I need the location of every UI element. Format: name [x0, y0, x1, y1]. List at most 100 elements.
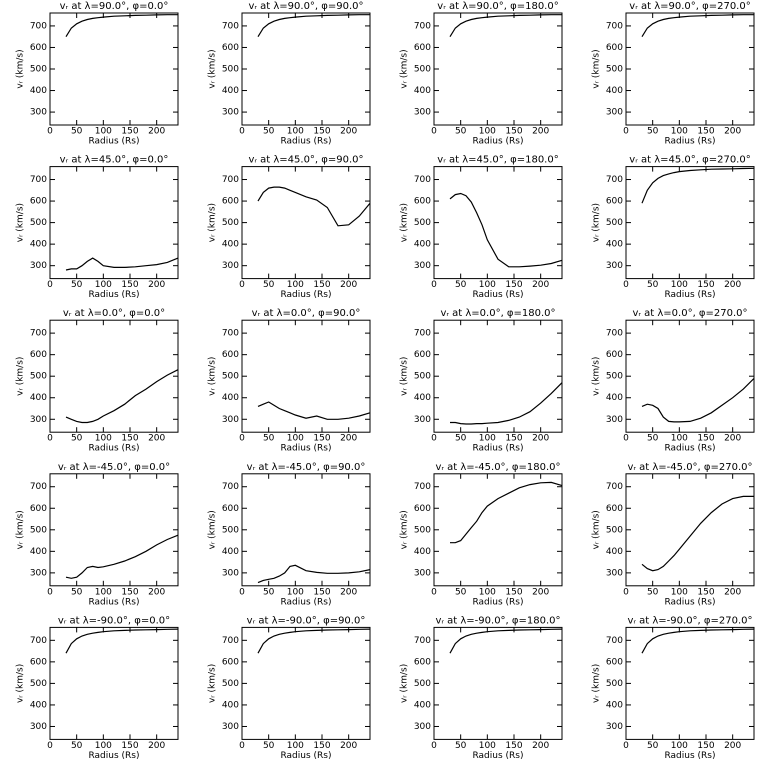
x-tick-label: 150: [697, 434, 714, 444]
x-tick-label: 200: [340, 741, 357, 751]
y-axis-label: vᵣ (km/s): [208, 510, 218, 549]
x-tick-label: 100: [287, 127, 304, 137]
y-tick-label: 600: [30, 43, 47, 53]
panel-title: vᵣ at λ=45.0°, φ=180.0°: [437, 155, 558, 166]
panel-title: vᵣ at λ=0.0°, φ=90.0°: [252, 308, 361, 319]
data-line: [65, 534, 179, 579]
x-tick-label: 150: [505, 587, 522, 597]
x-tick-label: 100: [287, 587, 304, 597]
x-tick-label: 200: [724, 587, 741, 597]
plot-frame: [49, 166, 179, 280]
data-line: [641, 14, 754, 38]
x-tick-label: 0: [623, 280, 629, 290]
data-line: [65, 14, 178, 38]
data-line: [257, 14, 370, 38]
x-tick-label: 50: [263, 280, 275, 290]
x-tick-label: 0: [47, 127, 53, 137]
x-tick-label: 150: [121, 587, 138, 597]
panel-title: vᵣ at λ=-90.0°, φ=180.0°: [435, 615, 560, 626]
x-axis-label: Radius (Rs): [88, 597, 139, 607]
x-tick-label: 0: [239, 280, 245, 290]
x-tick-label: 0: [623, 127, 629, 137]
plot-frame: [433, 473, 563, 587]
panel-title: vᵣ at λ=0.0°, φ=270.0°: [632, 308, 747, 319]
y-tick-label: 300: [414, 568, 431, 578]
y-tick-label: 600: [30, 504, 47, 514]
x-tick-label: 0: [47, 741, 53, 751]
x-tick-label: 50: [647, 434, 659, 444]
x-tick-label: 100: [95, 741, 112, 751]
y-tick-label: 700: [30, 482, 47, 492]
y-tick-label: 400: [222, 393, 239, 403]
panel: vᵣ at λ=-90.0°, φ=270.0° Radius (Rs) vᵣ (k…: [592, 615, 755, 761]
data-line: [450, 481, 563, 544]
x-tick-label: 200: [532, 741, 549, 751]
x-tick-label: 150: [121, 741, 138, 751]
panel-title: vᵣ at λ=90.0°, φ=90.0°: [248, 1, 363, 12]
y-axis-label: vᵣ (km/s): [592, 664, 602, 703]
y-tick-label: 500: [606, 218, 623, 228]
y-tick-label: 300: [222, 415, 239, 425]
y-tick-label: 700: [606, 636, 623, 646]
x-tick-label: 50: [455, 741, 467, 751]
x-tick-label: 0: [47, 434, 53, 444]
y-tick-label: 700: [222, 482, 239, 492]
x-tick-label: 200: [148, 127, 165, 137]
y-tick-label: 400: [414, 700, 431, 710]
y-tick-label: 600: [414, 197, 431, 207]
y-tick-label: 500: [30, 679, 47, 689]
x-tick-label: 100: [95, 127, 112, 137]
y-axis-label: vᵣ (km/s): [592, 510, 602, 549]
x-axis-label: Radius (Rs): [88, 137, 139, 147]
y-tick-label: 400: [30, 393, 47, 403]
y-tick-label: 400: [30, 240, 47, 250]
plot-frame: [241, 319, 371, 433]
y-tick-label: 700: [414, 482, 431, 492]
x-tick-label: 150: [121, 280, 138, 290]
x-tick-label: 100: [95, 587, 112, 597]
y-tick-label: 400: [222, 547, 239, 557]
x-tick-label: 150: [697, 741, 714, 751]
panel: vᵣ at λ=90.0°, φ=180.0° Radius (Rs) vᵣ (km…: [400, 1, 563, 147]
plot-frame: [433, 626, 563, 740]
y-tick-label: 700: [606, 175, 623, 185]
x-tick-label: 50: [455, 280, 467, 290]
data-line: [65, 257, 179, 271]
x-tick-label: 50: [71, 127, 83, 137]
x-tick-label: 100: [95, 434, 112, 444]
plot-frame: [625, 626, 755, 740]
data-line: [65, 369, 179, 424]
x-tick-label: 100: [287, 280, 304, 290]
y-tick-label: 400: [414, 86, 431, 96]
y-tick-label: 600: [222, 43, 239, 53]
y-tick-label: 300: [30, 261, 47, 271]
plot-frame: [625, 473, 755, 587]
y-tick-label: 600: [606, 43, 623, 53]
y-tick-label: 400: [606, 547, 623, 557]
y-tick-label: 500: [30, 372, 47, 382]
y-tick-label: 400: [414, 393, 431, 403]
x-tick-label: 0: [47, 280, 53, 290]
y-tick-label: 400: [606, 393, 623, 403]
x-axis-label: Radius (Rs): [472, 751, 523, 761]
y-tick-label: 700: [606, 21, 623, 31]
y-tick-label: 400: [30, 86, 47, 96]
x-tick-label: 150: [313, 434, 330, 444]
x-tick-label: 0: [239, 434, 245, 444]
y-tick-label: 500: [414, 525, 431, 535]
panel: vᵣ at λ=0.0°, φ=180.0° Radius (Rs) vᵣ (km/…: [400, 308, 563, 454]
x-tick-label: 200: [148, 587, 165, 597]
y-tick-label: 500: [414, 65, 431, 75]
y-tick-label: 600: [606, 657, 623, 667]
x-tick-label: 150: [505, 741, 522, 751]
y-tick-label: 300: [606, 108, 623, 118]
y-tick-label: 300: [606, 568, 623, 578]
x-axis-label: Radius (Rs): [280, 137, 331, 147]
y-tick-label: 500: [30, 65, 47, 75]
y-tick-label: 400: [222, 240, 239, 250]
x-tick-label: 150: [313, 280, 330, 290]
y-tick-label: 500: [414, 218, 431, 228]
y-tick-label: 500: [30, 525, 47, 535]
panel-title: vᵣ at λ=90.0°, φ=0.0°: [60, 1, 169, 12]
